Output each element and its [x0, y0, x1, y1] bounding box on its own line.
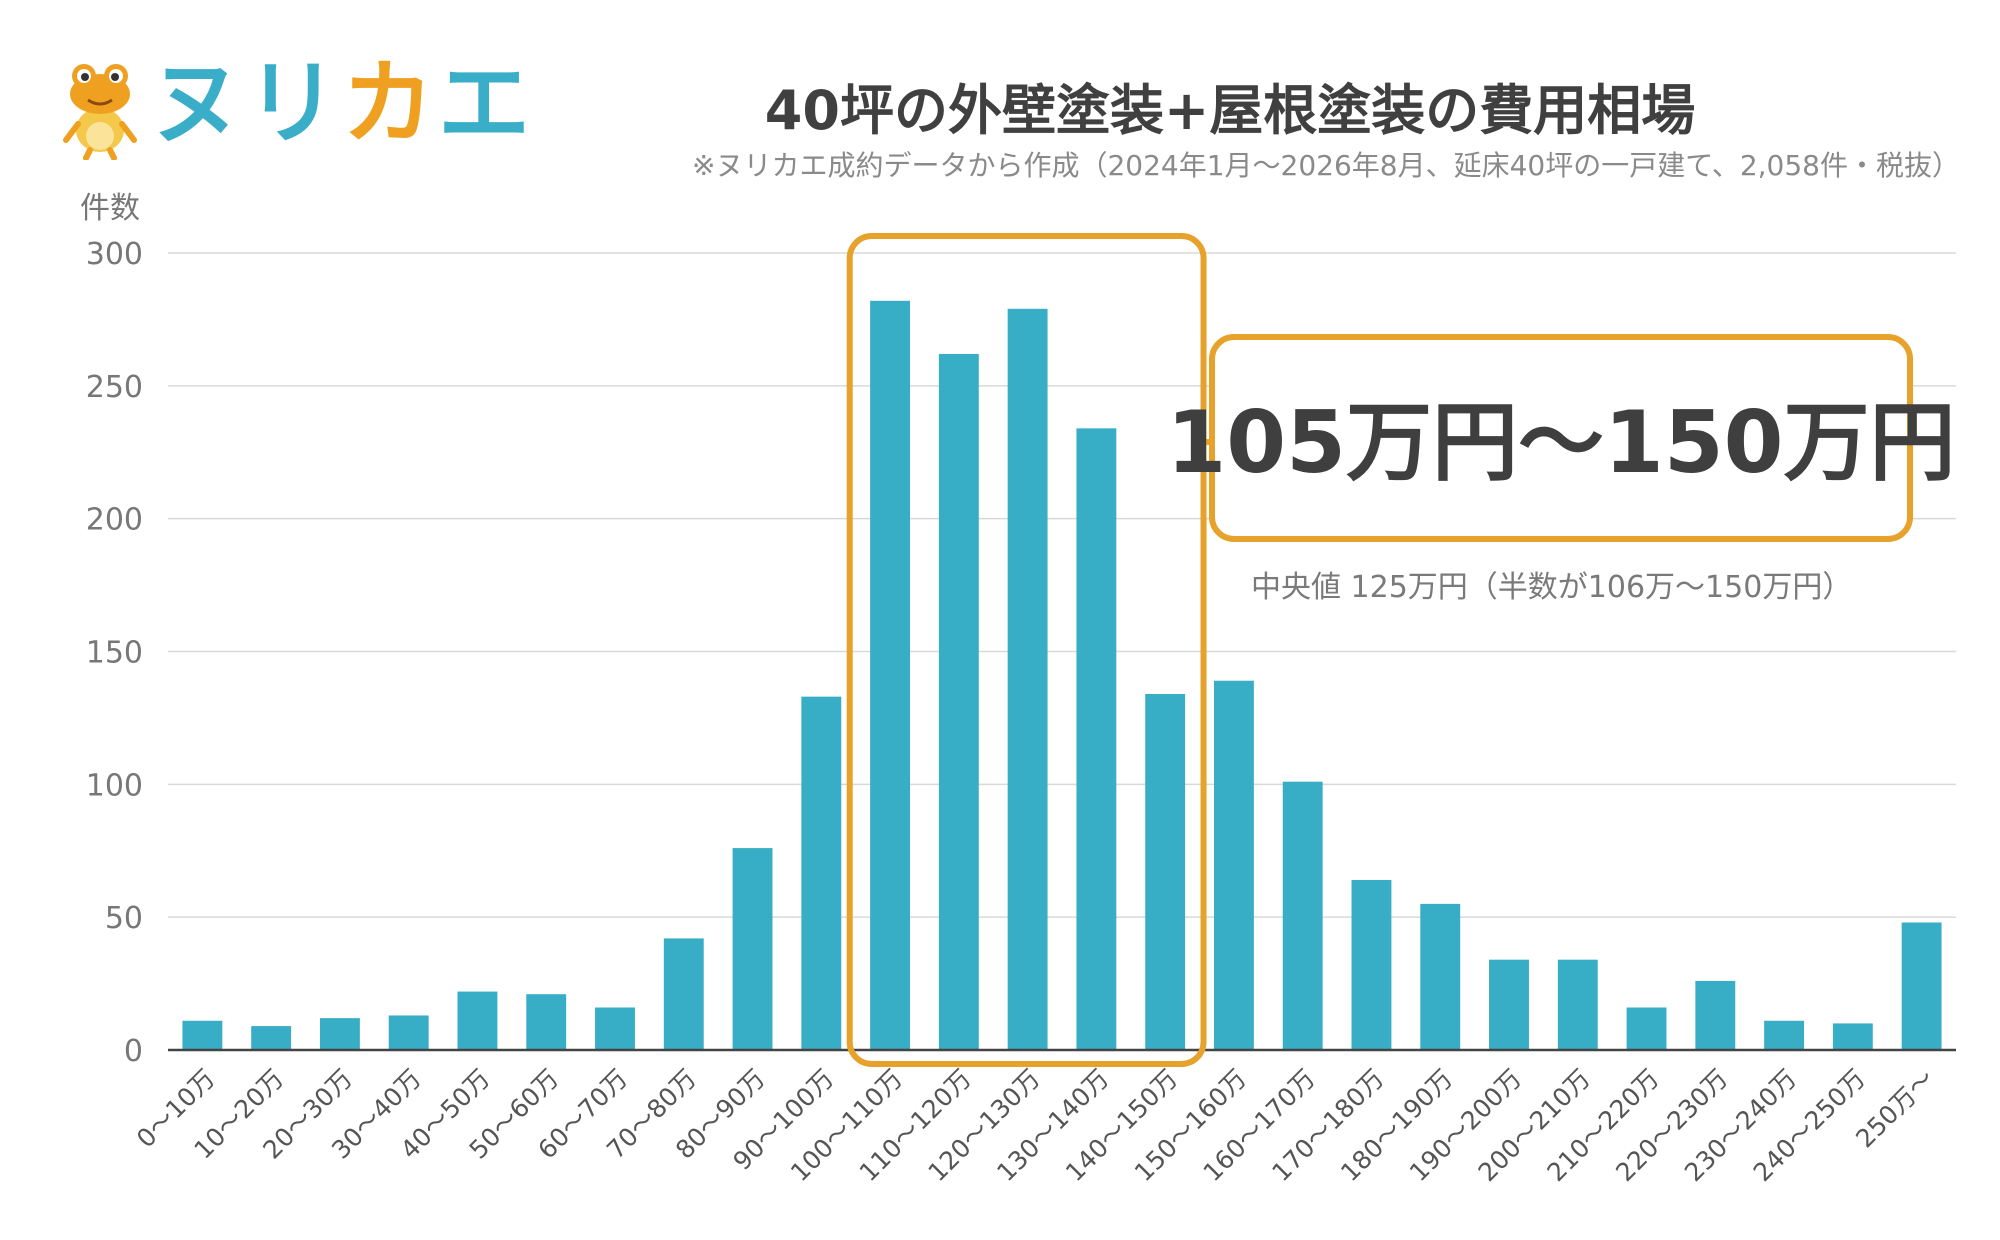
- logo-char-3: カ: [342, 50, 439, 157]
- y-tick-label: 300: [86, 237, 143, 272]
- bar: [182, 1020, 223, 1050]
- bar: [1420, 903, 1461, 1050]
- bar: [595, 1007, 635, 1050]
- bar: [1832, 1023, 1873, 1050]
- annotation-box: [1209, 334, 1913, 542]
- bar: [1626, 1007, 1667, 1050]
- bar: [1007, 308, 1048, 1050]
- bar: [1695, 980, 1736, 1050]
- y-tick-label: 50: [105, 901, 143, 936]
- bar: [1145, 694, 1186, 1050]
- highlight-box: [846, 233, 1207, 1067]
- bar: [1076, 428, 1117, 1051]
- bar: [870, 300, 911, 1050]
- annotation-range-label: 105万円〜150万円: [1166, 393, 1955, 493]
- bar: [801, 696, 842, 1050]
- bar: [319, 1018, 360, 1050]
- bar: [663, 938, 704, 1050]
- bar: [526, 994, 567, 1050]
- chart-title: 40坪の外壁塗装+屋根塗装の費用相場: [764, 79, 1696, 142]
- nurikae-logo: ヌリカエ: [60, 50, 530, 161]
- bar: [251, 1026, 292, 1050]
- chart-subtitle: ※ヌリカエ成約データから作成（2024年1月〜2026年8月、延床40坪の一戸建…: [692, 149, 1960, 182]
- y-tick-label: 0: [124, 1034, 143, 1069]
- frog-mascot-icon: [63, 64, 137, 161]
- bar: [1764, 1020, 1805, 1050]
- bar: [457, 991, 498, 1050]
- logo-char-1: ヌ: [150, 50, 247, 157]
- bar: [1282, 781, 1323, 1050]
- y-tick-label: 200: [86, 503, 143, 538]
- logo-char-2: リ: [246, 50, 343, 157]
- bar: [1901, 922, 1942, 1050]
- logo-char-4: エ: [438, 50, 535, 157]
- y-tick-label: 150: [86, 636, 143, 671]
- bar: [388, 1015, 429, 1050]
- bar: [1351, 879, 1392, 1050]
- bar: [732, 848, 773, 1050]
- logo-wordmark: ヌリカエ: [150, 54, 534, 154]
- bar: [1213, 680, 1254, 1050]
- y-axis-label: 件数: [80, 191, 140, 226]
- bar: [1557, 959, 1598, 1050]
- bar: [938, 353, 979, 1050]
- y-tick-label: 100: [86, 768, 143, 803]
- y-tick-label: 250: [86, 370, 143, 405]
- bar: [1489, 959, 1529, 1050]
- annotation-median-label: 中央値 125万円（半数が106万〜150万円）: [1251, 570, 1852, 605]
